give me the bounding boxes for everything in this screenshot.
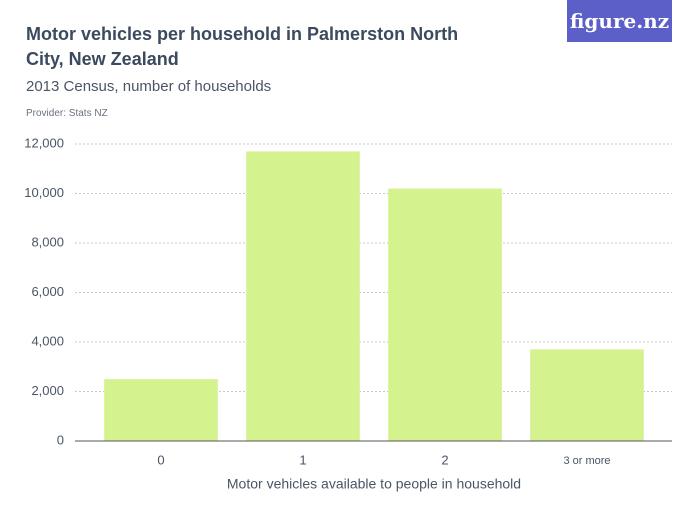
- y-tick-label: 10,000: [24, 185, 64, 200]
- bar: [388, 188, 502, 441]
- y-tick-label: 4,000: [31, 333, 64, 348]
- logo[interactable]: figure.nz: [567, 0, 672, 42]
- y-tick-label: 12,000: [24, 135, 64, 150]
- y-tick-label: 6,000: [31, 284, 64, 299]
- bar: [104, 379, 218, 441]
- x-axis-title: Motor vehicles available to people in ho…: [227, 476, 521, 492]
- y-tick-label: 2,000: [31, 383, 64, 398]
- x-tick-label: 3 or more: [563, 455, 610, 467]
- x-tick-label: 2: [441, 452, 448, 467]
- x-tick-label: 0: [157, 452, 164, 467]
- bar: [246, 151, 360, 442]
- y-tick-label: 8,000: [31, 234, 64, 249]
- bar: [530, 349, 644, 441]
- provider: Provider: Stats NZ: [26, 108, 108, 119]
- x-tick-label: 1: [299, 452, 306, 467]
- y-tick-label: 0: [57, 432, 64, 447]
- chart-subtitle: 2013 Census, number of households: [26, 78, 272, 95]
- chart-title: Motor vehicles per household in Palmerst…: [26, 24, 459, 69]
